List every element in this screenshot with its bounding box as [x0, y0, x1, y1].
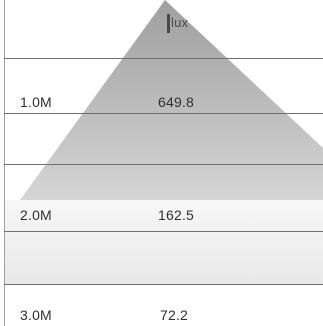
distance-label: 3.0M	[20, 307, 52, 323]
lower-band	[4, 200, 323, 285]
grid-line	[4, 58, 323, 59]
grid-line	[4, 231, 323, 232]
lux-value: 72.2	[160, 307, 189, 323]
lux-value: 649.8	[158, 94, 195, 110]
distance-label: 1.0M	[20, 94, 52, 110]
grid-line	[4, 284, 323, 285]
light-beam	[20, 0, 323, 200]
grid-line	[4, 164, 323, 165]
distance-label: 2.0M	[20, 207, 52, 223]
lux-value: 162.5	[158, 207, 195, 223]
unit-marker	[167, 14, 170, 33]
grid-line	[4, 113, 323, 114]
unit-label: lux	[171, 15, 189, 30]
